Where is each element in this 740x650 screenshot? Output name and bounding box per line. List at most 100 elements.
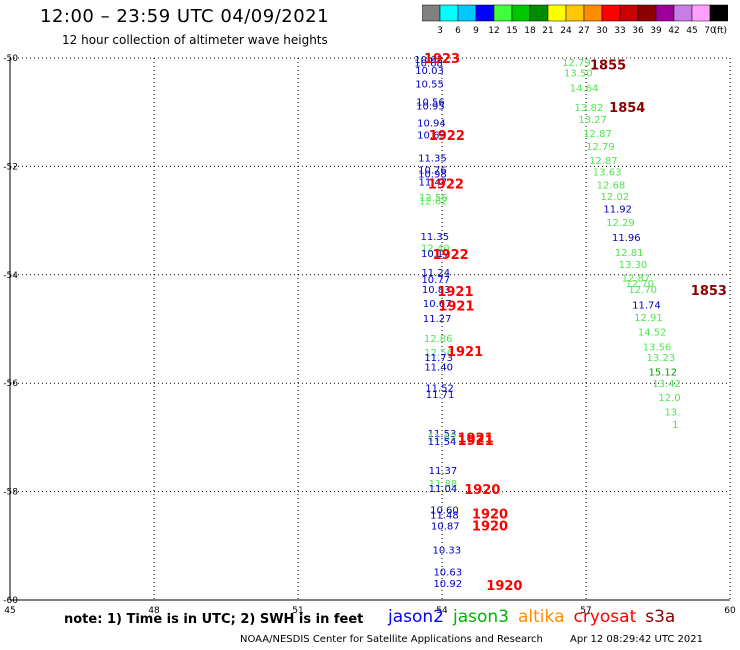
legend-entry-s3a: s3a bbox=[645, 607, 676, 627]
pass-time-label: 1920 bbox=[472, 520, 508, 535]
y-tick-label: -54 bbox=[3, 271, 18, 281]
wave-height-value: 11.35 bbox=[420, 232, 449, 243]
pass-time-label: 1922 bbox=[429, 129, 465, 144]
wave-height-value: 11.73 bbox=[424, 353, 453, 364]
wave-height-value: 12.29 bbox=[606, 218, 635, 229]
wave-height-value: 12.81 bbox=[615, 248, 644, 259]
note-text: note: 1) Time is in UTC; 2) SWH is in fe… bbox=[64, 612, 364, 627]
chart-subtitle: 12 hour collection of altimeter wave hei… bbox=[62, 33, 328, 47]
y-tick-label: -56 bbox=[3, 379, 18, 389]
wave-height-value: 12.91 bbox=[634, 313, 663, 324]
pass-time-label: 1920 bbox=[488, 600, 524, 615]
wave-height-value: 11.48 bbox=[430, 510, 459, 521]
color-scale-label: 3 bbox=[437, 26, 443, 36]
color-scale-label: 30 bbox=[596, 26, 608, 36]
x-tick-label: 45 bbox=[4, 606, 15, 616]
color-scale-label: 24 bbox=[560, 26, 572, 36]
x-tick-label: 60 bbox=[724, 606, 736, 616]
wave-height-value: 11.54 bbox=[428, 437, 457, 448]
color-scale-bar: 3 6 9 12 15 18 21 24 27 30 33 36 39 42 45 70(ft) bbox=[422, 4, 728, 36]
wave-height-value: 14.64 bbox=[570, 83, 599, 94]
wave-height-value: 10.63 bbox=[414, 55, 443, 66]
wave-height-value: 11.62 bbox=[428, 432, 457, 443]
pass-time-label: 1921 bbox=[458, 431, 494, 446]
wave-height-value: 11.27 bbox=[423, 314, 452, 325]
wave-height-value: 11.53 bbox=[428, 429, 457, 440]
wave-height-value: 13. bbox=[664, 407, 680, 418]
legend-entry-jason3: jason3 bbox=[453, 607, 509, 627]
wave-height-value: 11.40 bbox=[424, 362, 453, 373]
wave-height-value: 10.87 bbox=[431, 522, 460, 533]
color-scale-label: 21 bbox=[542, 26, 553, 36]
wave-height-value: 12.79 bbox=[562, 58, 591, 69]
wave-height-value: 12.70 bbox=[625, 279, 654, 290]
pass-time-label: 1920 bbox=[464, 483, 500, 498]
pass-time-label: 1854 bbox=[609, 101, 645, 116]
wave-height-value: 12.56 bbox=[424, 348, 453, 359]
color-scale-label: 9 bbox=[473, 26, 479, 36]
wave-height-value: 11.04 bbox=[429, 484, 458, 495]
wave-height-value: 13.42 bbox=[652, 379, 681, 390]
pass-time-label: 1921 bbox=[437, 285, 473, 300]
pass-time-label: 1920 bbox=[472, 507, 508, 522]
color-scale-label: 15 bbox=[506, 26, 517, 36]
wave-height-value: 10.95 bbox=[416, 102, 445, 113]
wave-height-value: 12.02 bbox=[600, 192, 629, 203]
wave-height-value: 10.17 bbox=[421, 249, 450, 260]
color-scale-label: 39 bbox=[650, 26, 662, 36]
pass-time-label: 1855 bbox=[590, 59, 626, 74]
pass-time-label: 1921 bbox=[447, 345, 483, 360]
color-scale-label: 45 bbox=[686, 26, 697, 36]
data-layer: 10.6310.6810.0310.5510.5610.9510.9410.63… bbox=[414, 52, 727, 615]
wave-height-value: 12.0 bbox=[658, 393, 680, 404]
y-tick-label: -50 bbox=[3, 54, 18, 64]
color-scale-label: 18 bbox=[524, 26, 536, 36]
wave-height-value: 10.76 bbox=[418, 166, 447, 177]
timestamp-text: Apr 12 08:29:42 UTC 2021 bbox=[570, 634, 703, 645]
wave-height-value: 10.77 bbox=[421, 275, 450, 286]
wave-height-value: 13.82 bbox=[575, 103, 604, 114]
wave-height-value: 14.52 bbox=[638, 328, 667, 339]
wave-height-value: 13.23 bbox=[647, 353, 676, 364]
color-scale-label: 42 bbox=[668, 26, 679, 36]
wave-height-value: 10.55 bbox=[415, 79, 444, 90]
color-swatch bbox=[709, 4, 728, 22]
pass-time-label: 1921 bbox=[438, 300, 474, 315]
wave-height-value: 11.35 bbox=[418, 154, 447, 165]
x-tick-label: 51 bbox=[292, 606, 303, 616]
wave-height-value: 13.50 bbox=[564, 69, 593, 80]
color-scale-label: 27 bbox=[578, 26, 589, 36]
wave-height-value: 10.63 bbox=[433, 567, 462, 578]
wave-height-value: 11.88 bbox=[429, 479, 458, 490]
wave-height-value: 12.87 bbox=[583, 129, 612, 140]
y-tick-label: -60 bbox=[3, 596, 18, 606]
color-scale-label: 6 bbox=[455, 26, 461, 36]
satellite-legend: jason2 jason3 altika cryosat s3a bbox=[388, 607, 684, 627]
legend-entry-cryosat: cryosat bbox=[573, 607, 637, 627]
pass-time-label: 1922 bbox=[433, 248, 469, 263]
wave-height-value: 11.71 bbox=[426, 390, 455, 401]
wave-height-value: 10.03 bbox=[415, 66, 444, 77]
wave-height-value: 10.60 bbox=[430, 505, 459, 516]
wave-height-value: 10.68 bbox=[414, 58, 443, 69]
color-scale-unit: (ft) bbox=[713, 26, 727, 36]
y-tick-label: -52 bbox=[3, 162, 18, 172]
wave-height-value: 10.94 bbox=[417, 118, 446, 129]
wave-height-value: 15.12 bbox=[648, 367, 677, 378]
wave-height-value: 12.56 bbox=[419, 193, 448, 204]
x-tick-label: 57 bbox=[580, 606, 591, 616]
credit-text: NOAA/NESDIS Center for Satellite Applica… bbox=[240, 634, 543, 645]
x-tick-label: 54 bbox=[436, 606, 448, 616]
wave-height-value: 11.52 bbox=[425, 384, 454, 395]
wave-height-value: 10.63 bbox=[417, 130, 446, 141]
wave-height-value: 11.92 bbox=[603, 205, 632, 216]
wave-height-value: 12.87 bbox=[622, 274, 651, 285]
wave-height-value: 10.33 bbox=[432, 546, 461, 557]
wave-height-value: 12.70 bbox=[628, 285, 657, 296]
wave-height-value: 10.92 bbox=[433, 579, 462, 590]
pass-time-label: 1922 bbox=[428, 178, 464, 193]
wave-height-value: 12.68 bbox=[597, 180, 626, 191]
wave-height-value: 10.56 bbox=[416, 97, 445, 108]
pass-time-label: 1853 bbox=[691, 284, 727, 299]
